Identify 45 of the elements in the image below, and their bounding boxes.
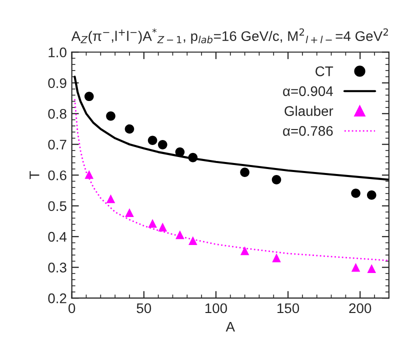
y-tick-label: 0.8 [48, 108, 66, 119]
point [188, 152, 198, 162]
legend-label: Glauber [284, 106, 334, 116]
point [148, 136, 158, 146]
point [158, 140, 168, 150]
line-series [74, 76, 389, 181]
x-tick-label: 200 [349, 303, 372, 314]
point [124, 124, 134, 134]
point [188, 236, 198, 245]
y-tick-label: 0.2 [48, 293, 66, 304]
y-tick-label: 0.6 [48, 170, 66, 180]
legend-label: CT [316, 66, 334, 76]
legend-label: α=0.904 [283, 86, 333, 96]
point [106, 194, 116, 204]
point [176, 230, 184, 240]
x-tick-label: 50 [136, 303, 152, 314]
point [366, 190, 376, 200]
x-tick-label: 150 [278, 303, 300, 314]
point [272, 175, 282, 184]
y-tick-label: 0.3 [48, 262, 66, 273]
y-tick-label: 0.7 [48, 140, 66, 150]
y-axis-title: T [30, 171, 40, 180]
x-tick-label: 100 [205, 303, 227, 314]
point [125, 208, 134, 218]
point [175, 147, 185, 157]
point [351, 188, 360, 198]
y-tick-label: 0.5 [48, 201, 66, 212]
y-tick-label: 1.0 [48, 47, 66, 58]
point [84, 170, 94, 179]
y-tick-label: 0.4 [48, 232, 67, 242]
legend-label: α=0.786 [283, 126, 333, 136]
point [367, 264, 376, 273]
point [148, 218, 157, 228]
point [84, 92, 94, 102]
point [240, 168, 250, 177]
x-tick-label: 0 [68, 303, 76, 314]
y-tick-label: 0.9 [48, 78, 66, 88]
point [240, 246, 250, 256]
point [106, 111, 116, 121]
line-series [74, 98, 389, 262]
point [272, 253, 281, 262]
x-axis-title: A [226, 322, 235, 332]
chart-title: A$_{Z}$(π$^{−}$,l$^{+}$l$^{−}$)A$^{*}$$_{Z−1}$, p$_{lab}$=16 GeV/c, M$^{2}$$_{l+l−}$=4 GeV$^{2}$ [71, 28, 388, 44]
point [158, 222, 168, 232]
point [351, 262, 360, 272]
